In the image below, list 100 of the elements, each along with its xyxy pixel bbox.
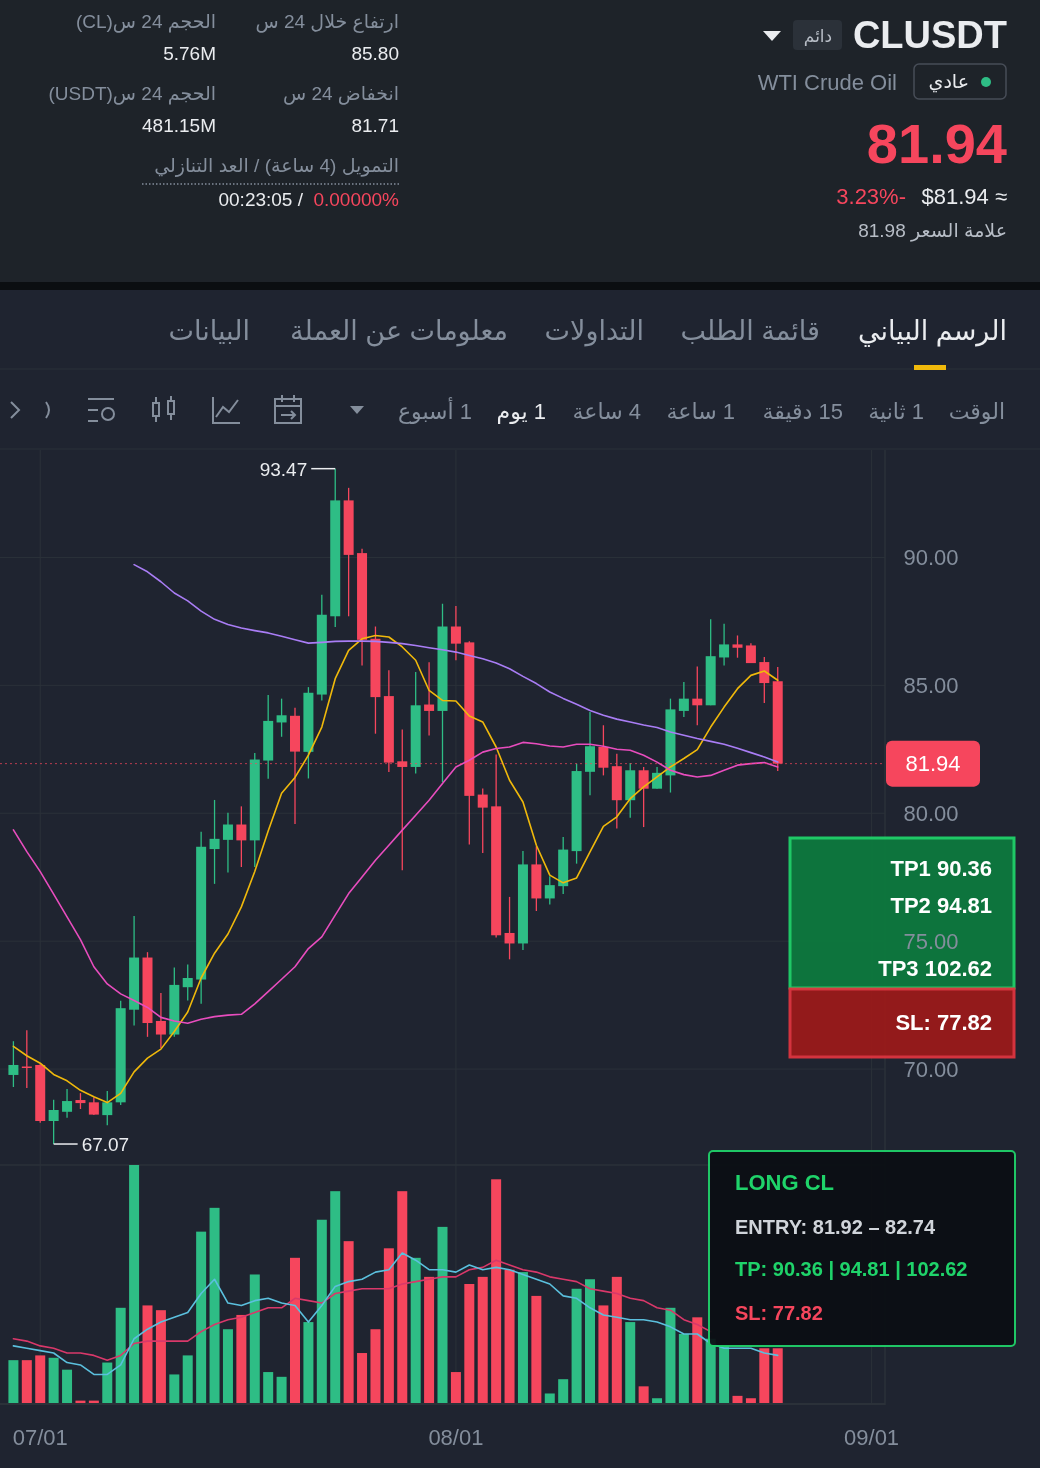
bar xyxy=(665,1307,676,1403)
text: 1 أسبوع xyxy=(397,397,472,424)
text: 81.94 xyxy=(866,112,1007,175)
candlestick xyxy=(504,896,515,960)
bar xyxy=(383,1248,394,1403)
bar xyxy=(517,1272,528,1403)
y-tick-label: 75.00 xyxy=(903,928,959,954)
bar xyxy=(558,1379,569,1403)
text: علامة السعر 81.98 xyxy=(858,220,1007,242)
candlestick xyxy=(48,1099,59,1145)
text: 15 دقيقة xyxy=(762,399,843,424)
candlestick xyxy=(544,875,555,906)
bar xyxy=(692,1317,703,1403)
bar xyxy=(35,1355,46,1403)
bar xyxy=(102,1362,113,1403)
text: SL: 77.82 xyxy=(895,1010,992,1035)
text: الحجم 24 س(CL) xyxy=(75,11,216,33)
bar xyxy=(48,1357,59,1403)
candlestick xyxy=(102,1090,113,1126)
text: البيانات xyxy=(168,316,250,346)
text: 5.76M xyxy=(163,43,216,64)
text: 81.71 xyxy=(351,115,399,136)
bar xyxy=(598,1305,609,1403)
candlestick xyxy=(638,766,649,828)
bar xyxy=(450,1372,461,1403)
text: TP1 90.36 xyxy=(890,856,992,881)
bar xyxy=(21,1360,32,1403)
candlestick xyxy=(732,634,743,659)
text: دائم xyxy=(803,27,833,47)
annotation: TP: 90.36 | 94.81 | 102.62 xyxy=(735,1258,968,1280)
bar xyxy=(437,1226,448,1403)
text: 0.00000% xyxy=(313,189,400,210)
x-tick-label: 07/01 xyxy=(12,1425,68,1450)
text: التمويل (4 ساعة) / العد التنازلي xyxy=(154,155,399,177)
candlestick xyxy=(678,681,689,718)
bar xyxy=(424,1276,435,1403)
line-series xyxy=(133,563,779,763)
candlestick xyxy=(182,963,193,1002)
y-tick-label: 90.00 xyxy=(903,545,959,571)
text: 3.23%- xyxy=(836,184,906,209)
bar xyxy=(638,1386,649,1403)
bar xyxy=(129,1165,140,1403)
candlestick xyxy=(450,605,461,661)
x-tick-label: 09/01 xyxy=(844,1425,900,1450)
text: الرسم البياني xyxy=(858,316,1007,347)
bar xyxy=(263,1372,274,1403)
bar xyxy=(585,1279,595,1403)
candlestick xyxy=(759,656,770,704)
text: قائمة الطلب xyxy=(680,316,820,346)
bar xyxy=(249,1274,260,1403)
bar xyxy=(222,1329,233,1403)
bar xyxy=(625,1322,636,1403)
y-tick-label: 85.00 xyxy=(903,673,959,699)
text: عادي xyxy=(928,71,969,93)
annotation: 67.07 xyxy=(81,1134,130,1156)
candlestick xyxy=(236,805,247,868)
bar xyxy=(759,1348,770,1403)
bar xyxy=(370,1329,381,1403)
text: 481.15M xyxy=(142,115,216,136)
bar xyxy=(182,1355,193,1403)
bar xyxy=(236,1314,247,1403)
annotation: TP3 102.62 xyxy=(878,956,992,981)
bar xyxy=(330,1191,341,1403)
text: الحجم 24 س(USDT) xyxy=(48,83,216,105)
bar xyxy=(504,1269,515,1403)
bar xyxy=(276,1376,287,1403)
bar xyxy=(209,1207,220,1403)
text: انخفاض 24 س xyxy=(282,83,399,105)
text: TP2 94.81 xyxy=(890,893,992,918)
text: 4 ساعة xyxy=(572,399,641,424)
candlestick xyxy=(424,661,435,737)
bar xyxy=(477,1276,488,1403)
bar xyxy=(142,1305,153,1403)
bar xyxy=(155,1310,166,1403)
text: 00:23:05 / xyxy=(218,189,304,210)
candlestick xyxy=(209,799,220,885)
annotation: SL: 77.82 xyxy=(735,1302,823,1324)
bar xyxy=(397,1191,408,1403)
candlestick xyxy=(719,623,730,667)
candlestick xyxy=(155,992,166,1049)
text: التداولات xyxy=(544,316,644,347)
text: 1 ساعة xyxy=(666,399,735,424)
y-tick-label: 70.00 xyxy=(903,1056,959,1082)
bar xyxy=(544,1393,555,1403)
bar xyxy=(772,1348,783,1403)
candlestick xyxy=(62,1088,73,1119)
text: 1 يوم xyxy=(496,399,546,424)
candlestick xyxy=(222,812,233,874)
bar xyxy=(410,1257,421,1403)
annotation: ENTRY: 81.92 – 82.74 xyxy=(735,1216,936,1238)
y-tick-label: 80.00 xyxy=(903,800,959,826)
bar xyxy=(705,1338,716,1403)
bar xyxy=(115,1307,126,1403)
bar xyxy=(745,1398,756,1403)
bar xyxy=(678,1333,689,1403)
annotation: 93.47 xyxy=(259,458,308,480)
bar xyxy=(196,1231,207,1403)
chart-subtitle: WTI Crude Oil xyxy=(757,70,897,95)
line-series xyxy=(12,741,779,1025)
bar xyxy=(491,1179,502,1403)
